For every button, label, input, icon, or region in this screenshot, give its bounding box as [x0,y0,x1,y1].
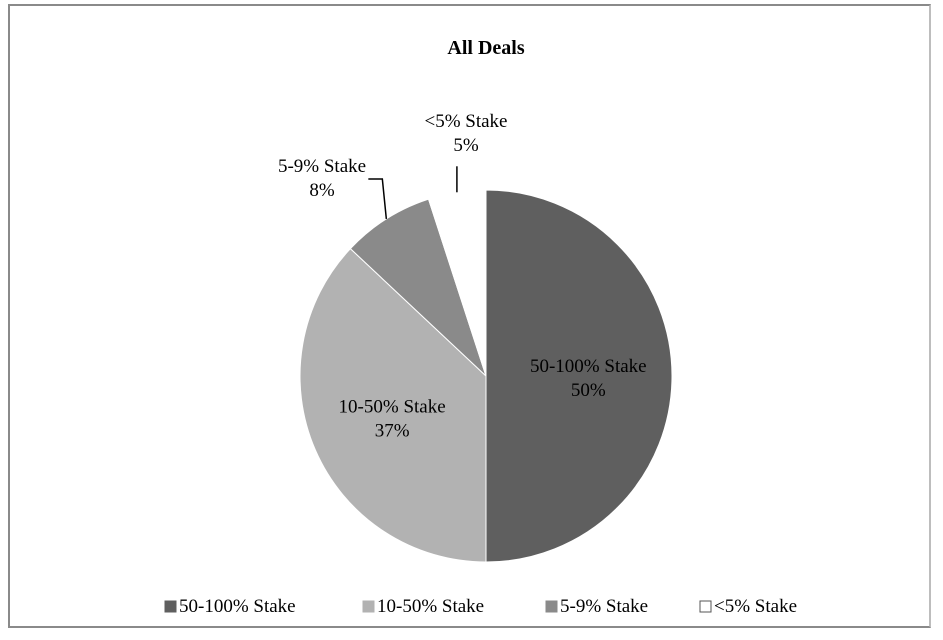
legend-swatch-5-stake [699,600,712,613]
legend-label-5-9-stake: 5-9% Stake [560,596,648,617]
slice-label-name-50-100-stake: 50-100% Stake [530,356,647,377]
pie-chart: All Deals 50-100% Stake 50% 10-50% Stake 37… [164,37,797,617]
pie-slices [299,189,673,563]
legend-label-5-stake: <5% Stake [714,596,797,617]
slice-label-value-5-stake: 5% [453,135,479,156]
legend-label-50-100-stake: 50-100% Stake [179,596,296,617]
chart-area: All Deals 50-100% Stake 50% 10-50% Stake 37… [8,4,931,628]
chart-title: All Deals [447,37,524,59]
pie-slice-5-9-stake [349,198,487,377]
pie-slice-50-100-stake [485,189,673,563]
slice-labels: 50-100% Stake 50% 10-50% Stake 37% 5-9% Stak… [278,111,647,442]
slice-label-name-10-50-stake: 10-50% Stake [339,397,446,418]
slice-label-name-5-stake: <5% Stake [424,111,507,132]
leader-line-5-9-stake [368,178,388,220]
legend: 50-100% Stake 10-50% Stake 5-9% Stake <5% S… [164,596,797,617]
slice-label-name-5-9-stake: 5-9% Stake [278,156,366,177]
legend-label-10-50-stake: 10-50% Stake [377,596,484,617]
pie-slice-10-50-stake [299,247,487,563]
slice-label-value-5-9-stake: 8% [309,180,335,201]
legend-swatch-10-50-stake [362,600,375,613]
slice-label-value-10-50-stake: 37% [375,421,410,442]
slice-label-value-50-100-stake: 50% [571,380,606,401]
legend-swatch-5-9-stake [545,600,558,613]
legend-swatch-50-100-stake [164,600,177,613]
